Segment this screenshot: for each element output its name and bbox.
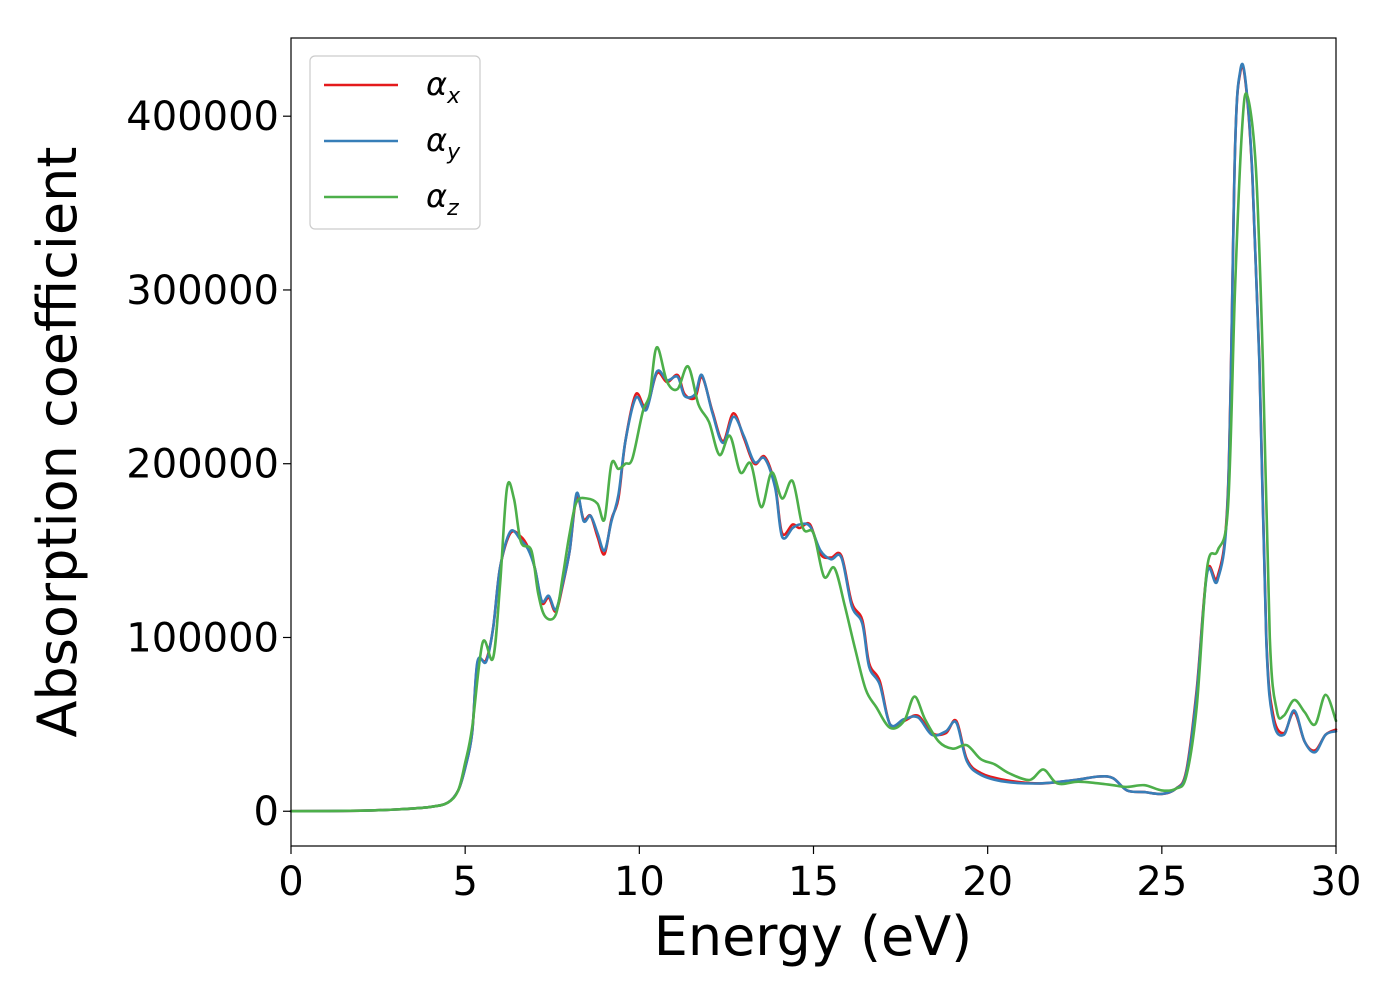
x-tick-label: 0 [278,859,303,905]
x-tick-label: 30 [1311,859,1362,905]
legend-label-z: αz [426,177,459,221]
x-tick-label: 20 [962,859,1013,905]
legend-box [309,55,481,230]
legend-label-y: αy [426,121,461,165]
legend-label-x: αx [426,65,461,109]
x-tick-label: 10 [614,859,665,905]
x-axis: 0 5 10 15 20 25 30 [278,846,1361,905]
y-axis: 0 100000 200000 300000 400000 [126,94,291,835]
y-tick-label: 300000 [126,268,279,314]
legend: αx αy αz [309,55,481,230]
y-tick-label: 200000 [126,442,279,488]
x-tick-label: 25 [1136,859,1187,905]
y-tick-label: 0 [254,789,279,835]
series-layer [289,62,1338,813]
series-line-z [289,92,1338,813]
y-tick-label: 100000 [126,615,279,661]
x-axis-label: Energy (eV) [654,905,973,968]
y-axis-label: Absorption coefficient [26,147,89,738]
x-tick-label: 5 [452,859,477,905]
x-tick-label: 15 [788,859,839,905]
y-tick-label: 400000 [126,94,279,140]
